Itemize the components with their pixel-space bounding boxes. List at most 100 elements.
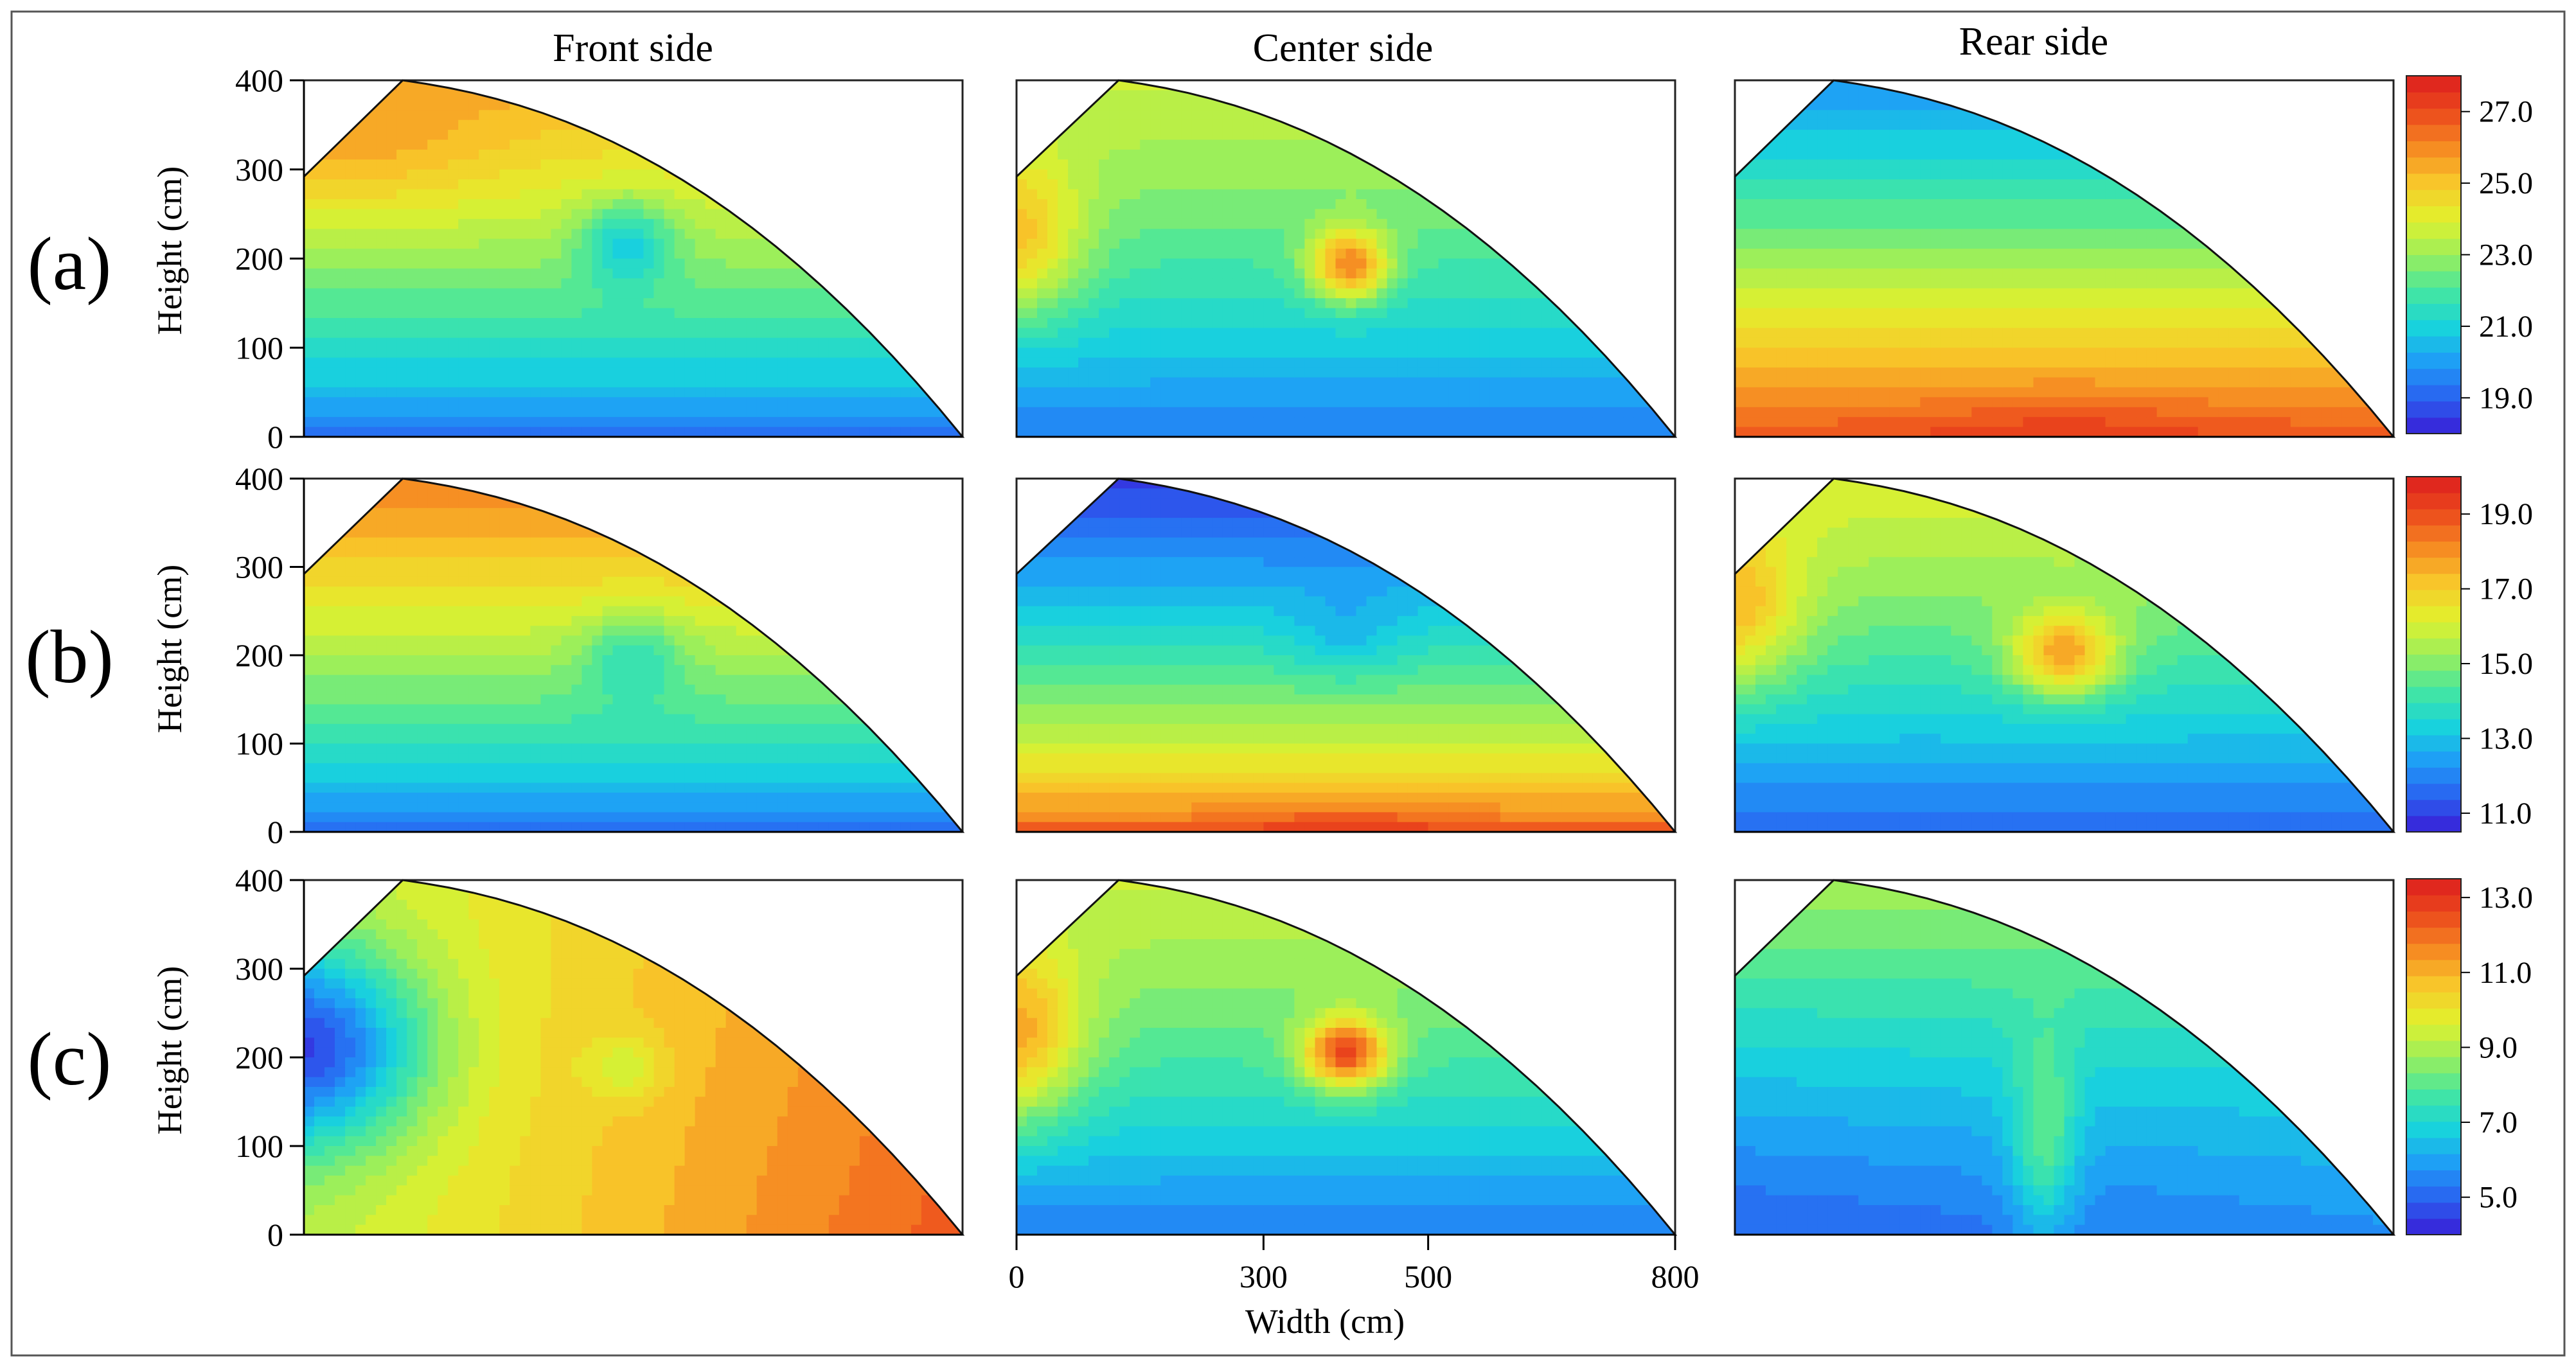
contour-cell <box>458 119 469 130</box>
contour-cell <box>1202 199 1213 210</box>
contour-cell <box>725 357 737 368</box>
contour-cell <box>1346 189 1357 200</box>
contour-cell <box>797 387 809 398</box>
contour-cell <box>1551 367 1563 378</box>
contour-cell <box>1315 417 1326 428</box>
contour-cell <box>1325 209 1337 220</box>
contour-cell <box>1397 209 1408 220</box>
contour-cell <box>839 377 850 388</box>
contour-cell <box>396 199 407 210</box>
contour-cell <box>1776 427 1787 437</box>
contour-cell <box>386 149 397 161</box>
contour-cell <box>1150 149 1161 161</box>
contour-cell <box>1171 110 1182 121</box>
contour-cell <box>1315 149 1326 161</box>
contour-cell <box>324 278 335 289</box>
contour-cell <box>366 258 377 269</box>
contour-cell <box>1140 149 1151 161</box>
contour-cell <box>1561 377 1573 388</box>
contour-cell <box>1017 288 1027 299</box>
contour-cell <box>746 308 758 319</box>
contour-cell <box>592 209 603 220</box>
contour-cell <box>1786 417 1797 428</box>
contour-cell <box>633 348 644 358</box>
contour-cell <box>1807 377 1818 388</box>
contour-cell <box>571 427 583 437</box>
contour-cell <box>530 139 542 150</box>
contour-cell <box>1786 407 1797 418</box>
contour-cell <box>468 417 480 428</box>
contour-cell <box>1088 119 1099 130</box>
contour-cell <box>1786 298 1797 309</box>
contour-cell <box>417 238 428 249</box>
contour-cell <box>664 179 675 190</box>
contour-cell <box>582 407 593 418</box>
contour-cell <box>1263 407 1275 418</box>
contour-cell <box>582 357 593 368</box>
contour-cell <box>1304 159 1316 170</box>
contour-cell <box>1346 318 1357 329</box>
contour-cell <box>1212 199 1223 210</box>
contour-cell <box>1284 357 1295 368</box>
contour-cell <box>520 357 531 368</box>
contour-cell <box>880 417 891 428</box>
contour-cell <box>818 308 830 319</box>
contour-cell <box>582 397 593 408</box>
contour-cell <box>499 199 511 210</box>
contour-cell <box>633 268 644 279</box>
contour-cell <box>1150 169 1161 180</box>
contour-cell <box>355 139 366 150</box>
contour-cell <box>1417 199 1429 210</box>
contour-cell <box>1140 179 1151 190</box>
contour-cell <box>314 357 325 368</box>
contour-cell <box>571 348 583 358</box>
contour-cell <box>479 258 490 269</box>
contour-cell <box>1376 268 1388 279</box>
contour-cell <box>468 387 480 398</box>
contour-cell <box>1417 288 1429 299</box>
contour-cell <box>1191 367 1203 378</box>
contour-cell <box>1356 407 1367 418</box>
contour-cell <box>1479 427 1491 437</box>
contour-cell <box>1130 119 1141 130</box>
contour-cell <box>1745 298 1756 309</box>
contour-cell <box>1140 348 1151 358</box>
contour-cell <box>1304 218 1316 229</box>
contour-cell <box>1397 337 1408 348</box>
contour-cell <box>1356 218 1367 229</box>
contour-cell <box>1274 417 1285 428</box>
contour-cell <box>448 348 459 358</box>
contour-cell <box>1797 130 1808 141</box>
contour-cell <box>1160 238 1171 249</box>
contour-cell <box>582 218 593 229</box>
contour-cell <box>345 149 356 161</box>
contour-cell <box>1202 100 1213 110</box>
contour-cell <box>468 149 480 161</box>
contour-cell <box>612 159 624 170</box>
contour-cell <box>571 159 583 170</box>
contour-cell <box>304 258 315 269</box>
contour-cell <box>643 328 655 339</box>
contour-cell <box>1561 427 1573 437</box>
contour-cell <box>1827 90 1838 101</box>
contour-cell <box>756 288 768 299</box>
contour-cell <box>489 397 501 408</box>
contour-cell <box>1817 149 1828 161</box>
contour-cell <box>1078 268 1089 279</box>
contour-cell <box>1376 367 1388 378</box>
contour-cell <box>1068 249 1079 260</box>
contour-cell <box>582 298 593 309</box>
contour-cell <box>448 179 459 190</box>
contour-cell <box>510 268 521 279</box>
contour-cell <box>366 209 377 220</box>
contour-cell <box>1766 169 1777 180</box>
contour-cell <box>1827 110 1838 121</box>
contour-cell <box>695 357 706 368</box>
contour-cell <box>1407 318 1419 329</box>
contour-cell <box>623 427 634 437</box>
contour-cell <box>561 258 573 269</box>
contour-cell <box>674 288 686 299</box>
contour-cell <box>859 357 871 368</box>
contour-cell <box>324 308 335 319</box>
contour-cell <box>695 427 706 437</box>
